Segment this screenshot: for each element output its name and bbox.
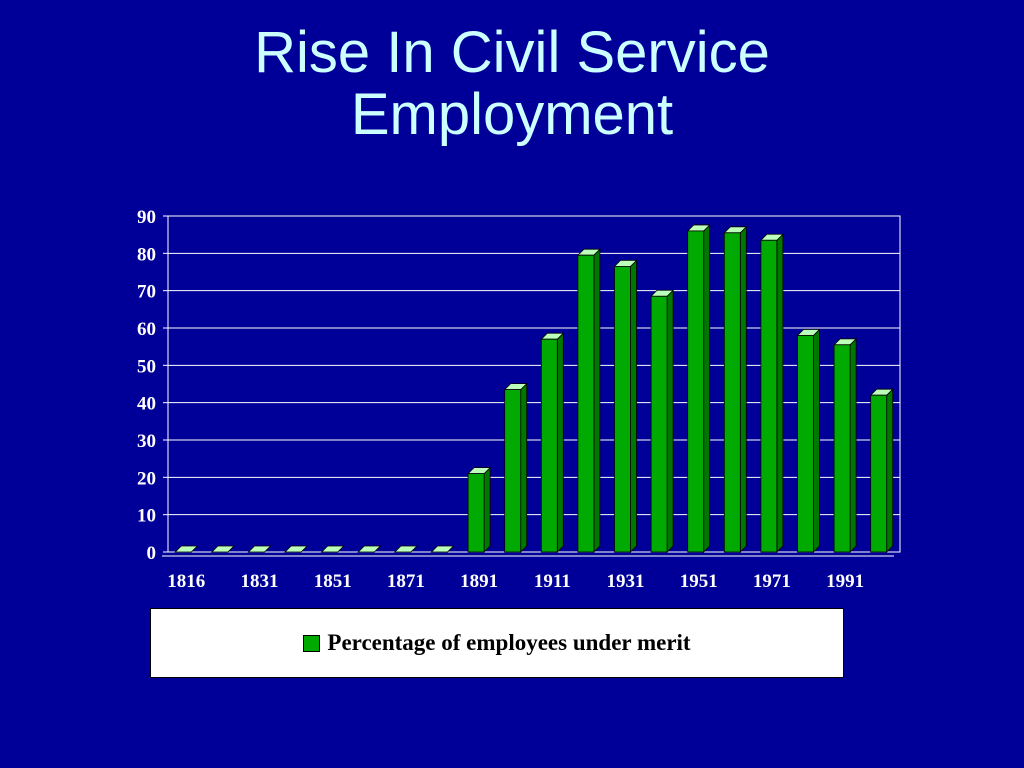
x-tick-label: 1951: [680, 571, 718, 592]
bar-side: [556, 332, 564, 553]
bar-side: [776, 233, 784, 553]
x-tick-label: 1851: [314, 571, 352, 592]
bar-front: [540, 338, 558, 553]
bar: [686, 223, 711, 553]
bar: [540, 332, 565, 553]
y-tick-label: 70: [137, 282, 156, 303]
y-tick-label: 90: [137, 207, 156, 228]
y-tick-label: 50: [137, 356, 156, 377]
bar-front: [650, 295, 668, 553]
bar: [833, 337, 858, 553]
bar: [320, 545, 345, 553]
bar-top: [210, 545, 235, 553]
y-tick-label: 80: [137, 244, 156, 265]
bar-side: [520, 382, 528, 553]
bar-side: [886, 388, 894, 553]
bar-front: [833, 344, 851, 553]
x-tick-label: 1831: [241, 571, 279, 592]
bar: [613, 259, 638, 553]
bar: [723, 225, 748, 553]
bar-front: [687, 230, 705, 553]
bar: [284, 545, 309, 553]
slide-title-line2: Employment: [350, 82, 674, 147]
bar: [174, 545, 199, 553]
bar: [357, 545, 382, 553]
bar-top: [284, 545, 309, 553]
bar: [210, 545, 235, 553]
bar-side: [849, 337, 857, 553]
x-tick-label: 1991: [826, 571, 864, 592]
bar: [869, 388, 894, 553]
bar-side: [630, 259, 637, 553]
bar-chart: 0 10 20 30 40 50 60 70 80 90 1816 1831 1851 1871 1891…: [137, 207, 901, 592]
grid-lines: [162, 215, 901, 557]
bars: [174, 223, 894, 553]
bar-front: [723, 232, 741, 553]
bar-front: [870, 394, 888, 553]
x-tick-label: 1891: [460, 571, 498, 592]
bar-side: [739, 225, 747, 553]
bar: [576, 248, 601, 553]
x-axis-tick-labels: 1816 1831 1851 1871 1891 1911 1931 1951 1971 1991: [167, 571, 864, 592]
bar-side: [666, 289, 674, 553]
bar: [759, 233, 784, 553]
bar-side: [703, 223, 711, 553]
bar: [650, 289, 675, 553]
legend-label: Percentage of employees under merit: [327, 630, 691, 655]
y-tick-label: 10: [137, 506, 156, 527]
y-tick-label: 0: [147, 543, 157, 564]
bar-top: [247, 545, 272, 553]
y-axis: 0 10 20 30 40 50 60 70 80 90: [137, 207, 168, 564]
y-tick-label: 20: [137, 468, 156, 489]
slide-title-line1: Rise In Civil Service: [254, 20, 770, 85]
bar-side: [813, 328, 820, 553]
bar-top: [320, 545, 345, 553]
bar-front: [504, 389, 522, 553]
bar-front: [760, 239, 778, 553]
y-tick-label: 60: [137, 319, 156, 340]
bar-front: [614, 265, 631, 553]
bar-top: [357, 545, 382, 553]
bar-top: [393, 545, 418, 553]
bar-top: [430, 545, 455, 553]
y-tick-label: 30: [137, 431, 156, 452]
legend-swatch: [303, 634, 321, 652]
bar: [393, 545, 418, 553]
y-tick-label: 40: [137, 394, 156, 415]
bar: [467, 466, 492, 553]
bar: [430, 545, 455, 553]
x-tick-label: 1816: [167, 571, 205, 592]
bar-front: [797, 335, 814, 553]
bar-top: [174, 545, 199, 553]
slide-title: Rise In Civil Service Employment: [0, 22, 1024, 146]
bar-front: [467, 473, 485, 553]
bar-side: [593, 248, 601, 553]
x-tick-label: 1931: [607, 571, 645, 592]
bar-front: [577, 254, 595, 553]
bar: [796, 328, 821, 553]
legend: Percentage of employees under merit: [150, 608, 844, 678]
bar-side: [483, 466, 491, 553]
bar: [247, 545, 272, 553]
bar: [503, 382, 528, 553]
x-tick-label: 1871: [387, 571, 425, 592]
x-tick-label: 1911: [534, 571, 571, 592]
x-tick-label: 1971: [753, 571, 791, 592]
plot-frame: [167, 215, 901, 553]
